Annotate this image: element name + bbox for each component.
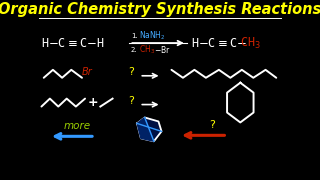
- Text: 2.: 2.: [131, 47, 138, 53]
- Text: ?: ?: [128, 96, 134, 106]
- Text: ?: ?: [128, 67, 134, 77]
- Text: ?: ?: [209, 120, 215, 130]
- Text: $-$Br: $-$Br: [154, 44, 171, 55]
- Text: 1.: 1.: [131, 33, 138, 39]
- Text: Organic Chemistry Synthesis Reactions: Organic Chemistry Synthesis Reactions: [0, 2, 320, 17]
- Text: CH$_3$: CH$_3$: [139, 44, 155, 56]
- Polygon shape: [137, 118, 162, 141]
- Text: H$-$C$\equiv$C$-$: H$-$C$\equiv$C$-$: [191, 37, 247, 50]
- Text: CH$_3$: CH$_3$: [240, 35, 260, 51]
- Text: more: more: [64, 121, 91, 131]
- Text: NaNH$_2$: NaNH$_2$: [139, 30, 165, 42]
- Text: H$-$C$\equiv$C$-$H: H$-$C$\equiv$C$-$H: [42, 37, 105, 50]
- Text: +: +: [87, 96, 98, 109]
- Text: Br: Br: [82, 67, 93, 77]
- Polygon shape: [137, 118, 154, 141]
